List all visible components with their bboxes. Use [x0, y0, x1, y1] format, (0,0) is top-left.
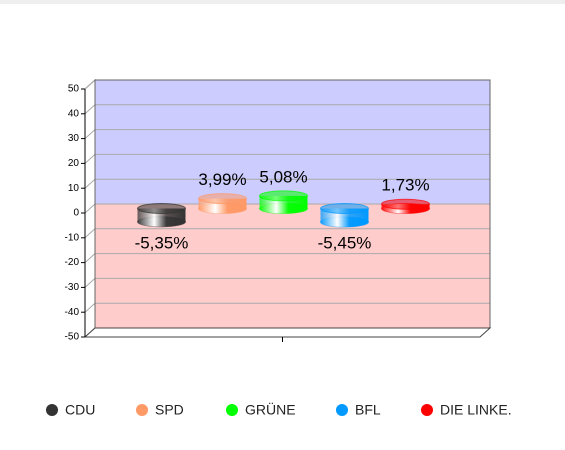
y-tick-label: -10 — [65, 232, 80, 243]
value-label: -5,35% — [135, 233, 189, 252]
y-tick-label: -20 — [65, 257, 80, 268]
value-label: 3,99% — [198, 170, 246, 189]
legend-label: BFL — [355, 402, 381, 418]
side-grid-line — [84, 104, 96, 115]
top-strip — [0, 0, 565, 4]
bar-top — [198, 193, 247, 205]
legend-label: DIE LINKE. — [440, 402, 512, 418]
y-tick-label: 30 — [68, 133, 80, 144]
legend-label: GRÜNE — [245, 401, 296, 418]
y-tick-label: -40 — [65, 307, 80, 318]
side-grid-line — [84, 79, 96, 90]
y-tick-label: 50 — [68, 84, 80, 95]
bar-top — [320, 203, 369, 214]
bar-top — [381, 198, 430, 210]
side-grid-line — [84, 154, 96, 164]
legend-marker — [421, 404, 433, 416]
side-grid-line — [84, 203, 96, 214]
side-grid-line — [84, 278, 96, 288]
side-grid-line — [84, 253, 96, 263]
legend-label: CDU — [65, 402, 95, 418]
y-tick-label: 10 — [68, 183, 80, 194]
floor — [83, 327, 492, 338]
y-tick-label: -30 — [65, 282, 80, 293]
side-grid-line — [84, 178, 96, 189]
side-grid-line — [84, 129, 96, 139]
bar-top — [137, 203, 186, 214]
legend-marker — [336, 404, 348, 416]
y-tick-label: 20 — [68, 158, 80, 169]
y-tick-label: 0 — [73, 208, 79, 219]
legend-marker — [136, 404, 148, 416]
side-grid-line — [84, 228, 96, 239]
back-wall-upper — [95, 80, 490, 204]
value-label: 1,73% — [381, 176, 429, 195]
legend-label: SPD — [155, 402, 184, 418]
value-label: -5,45% — [318, 234, 372, 253]
side-grid-line — [84, 302, 96, 313]
legend-marker — [46, 404, 58, 416]
y-tick-label: -50 — [65, 332, 80, 343]
bar-top — [259, 190, 308, 202]
y-tick-label: 40 — [68, 108, 80, 119]
legend-marker — [226, 404, 238, 416]
value-label: 5,08% — [259, 167, 307, 186]
